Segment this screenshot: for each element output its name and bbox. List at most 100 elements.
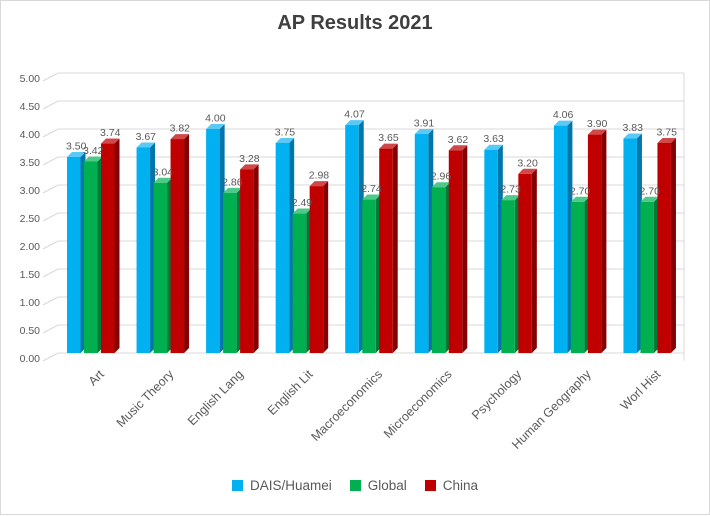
- bar-china-0[interactable]: [101, 138, 120, 353]
- legend-swatch-china: [424, 480, 436, 491]
- legend-label-china: China: [442, 478, 479, 493]
- legend-label-global: Global: [367, 478, 407, 493]
- bar-china-5[interactable]: [448, 145, 468, 353]
- bar-top-face: [170, 134, 190, 140]
- gridline: [42, 128, 684, 138]
- data-label: 2.98: [309, 170, 330, 182]
- x-axis-category-label: Psychology: [469, 367, 525, 423]
- bar-china-6[interactable]: [518, 168, 537, 353]
- y-axis-tick-label: 4.00: [20, 129, 41, 141]
- bar-china-8[interactable]: [657, 138, 676, 353]
- data-label: 3.67: [136, 131, 157, 143]
- data-label: 3.74: [100, 127, 121, 139]
- bar-side-face: [531, 168, 537, 353]
- y-axis-tick-label: 3.50: [20, 157, 41, 169]
- bar-front-face: [431, 187, 446, 353]
- bar-top-face: [553, 120, 573, 126]
- data-label: 3.62: [448, 134, 469, 146]
- bar-global-8[interactable]: [640, 196, 659, 353]
- bar-front-face: [170, 139, 185, 353]
- bar-dais-huamei-3[interactable]: [275, 138, 295, 353]
- bar-front-face: [309, 186, 324, 353]
- bar-top-face: [240, 164, 259, 170]
- bar-china-2[interactable]: [240, 164, 259, 353]
- data-label: 2.86: [222, 176, 243, 188]
- bar-dais-huamei-4[interactable]: [345, 120, 364, 353]
- legend-item-global[interactable]: Global: [349, 478, 407, 493]
- data-label: 2.96: [431, 171, 452, 183]
- bar-top-face: [84, 156, 103, 162]
- bar-front-face: [484, 149, 498, 353]
- bar-top-face: [623, 133, 642, 139]
- y-axis-tick-label: 2.00: [20, 241, 41, 253]
- data-label: 4.00: [205, 113, 226, 125]
- legend-item-china[interactable]: China: [424, 478, 479, 493]
- bar-side-face: [184, 134, 190, 353]
- bar-global-6[interactable]: [501, 195, 520, 353]
- bar-dais-huamei-2[interactable]: [206, 124, 225, 353]
- bar-top-face: [518, 168, 537, 174]
- bar-front-face: [136, 147, 151, 353]
- bar-side-face: [253, 164, 259, 353]
- x-axis-category-label: Music Theory: [114, 367, 177, 430]
- bar-global-5[interactable]: [431, 182, 451, 353]
- bar-top-face: [657, 138, 676, 143]
- x-axis-category-label: Worl Hist: [618, 367, 664, 413]
- bar-dais-huamei-7[interactable]: [553, 120, 573, 353]
- data-label: 3.50: [66, 141, 87, 153]
- bar-china-7[interactable]: [587, 129, 607, 353]
- bar-top-face: [448, 145, 468, 151]
- data-label: 2.70: [570, 185, 591, 197]
- data-label: 3.65: [378, 132, 399, 144]
- x-axis-category-label: English Lang: [185, 367, 246, 428]
- bar-front-face: [67, 157, 81, 353]
- gridline: [42, 156, 684, 166]
- gridline: [42, 212, 684, 222]
- bar-china-3[interactable]: [309, 181, 329, 353]
- y-axis-tick-label: 1.50: [20, 269, 41, 281]
- bar-china-4[interactable]: [379, 143, 398, 353]
- x-axis-category-label: Human Geography: [509, 367, 594, 452]
- legend-swatch-dais-huamei: [231, 480, 243, 491]
- bar-dais-huamei-0[interactable]: [67, 152, 86, 353]
- bar-global-1[interactable]: [153, 177, 173, 353]
- data-label: 3.75: [275, 127, 296, 139]
- data-label: 3.63: [483, 133, 504, 145]
- y-axis-tick-label: 0.00: [20, 353, 41, 365]
- x-axis-category-label: Macroeconomics: [308, 367, 385, 444]
- bar-dais-huamei-8[interactable]: [623, 133, 642, 353]
- gridline: [42, 100, 684, 110]
- bar-top-face: [136, 142, 156, 148]
- bar-front-face: [223, 192, 237, 353]
- x-axis-category-label: Art: [86, 367, 108, 389]
- data-label: 2.70: [639, 185, 660, 197]
- bar-global-0[interactable]: [84, 156, 103, 353]
- data-label: 2.49: [292, 197, 313, 209]
- chart-title[interactable]: AP Results 2021: [277, 12, 433, 34]
- y-axis-tick-label: 0.50: [20, 325, 41, 337]
- y-axis-tick-label: 2.50: [20, 213, 41, 225]
- bar-global-4[interactable]: [362, 194, 381, 353]
- bar-front-face: [553, 125, 568, 353]
- bar-front-face: [240, 169, 254, 353]
- legend-item-dais-huamei[interactable]: DAIS/Huamei: [231, 478, 332, 493]
- bar-side-face: [601, 129, 607, 353]
- gridline: [42, 352, 684, 362]
- bar-front-face: [570, 201, 585, 353]
- bar-top-face: [587, 129, 607, 135]
- bar-dais-huamei-5[interactable]: [414, 129, 434, 353]
- bar-china-1[interactable]: [170, 134, 190, 353]
- bar-dais-huamei-6[interactable]: [484, 144, 503, 353]
- bar-front-face: [275, 143, 290, 353]
- gridline: [42, 72, 684, 82]
- y-axis-tick-label: 1.00: [20, 297, 41, 309]
- bar-global-3[interactable]: [292, 208, 312, 353]
- data-label: 3.91: [414, 118, 435, 130]
- bar-top-face: [153, 177, 173, 183]
- bar-top-face: [345, 120, 364, 126]
- bar-top-face: [640, 196, 659, 202]
- bar-front-face: [292, 213, 307, 353]
- bar-global-7[interactable]: [570, 196, 590, 353]
- bar-global-2[interactable]: [223, 187, 242, 353]
